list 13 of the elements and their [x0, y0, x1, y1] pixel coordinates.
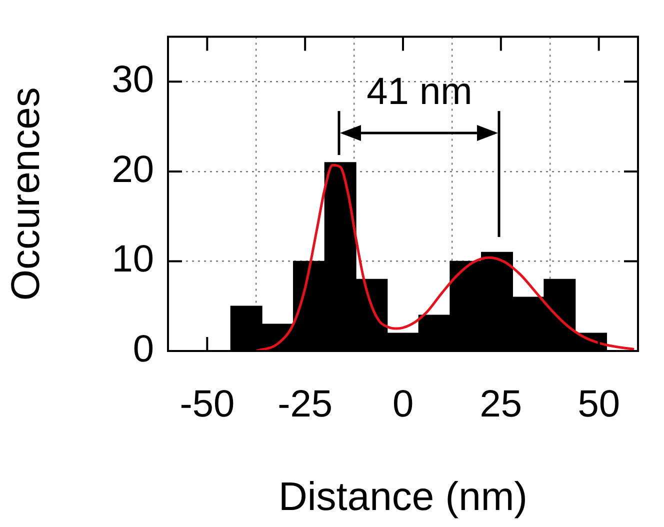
y-tick-label: 0 [132, 328, 154, 370]
x-axis-title: Distance (nm) [278, 475, 528, 520]
x-tick-label: 0 [392, 383, 414, 426]
x-tick-label: -50 [180, 383, 235, 426]
x-tick-label: -25 [278, 383, 333, 426]
annotation: 41 nm [366, 70, 472, 113]
y-axis-title: Occurences [4, 87, 48, 301]
y-tick-label: 30 [112, 59, 154, 102]
x-tick-label: 50 [578, 383, 620, 426]
y-tick-label: 10 [112, 238, 154, 281]
line-series [254, 164, 636, 351]
x-tick-label: 25 [480, 383, 522, 426]
y-tick-label: 20 [112, 148, 154, 191]
